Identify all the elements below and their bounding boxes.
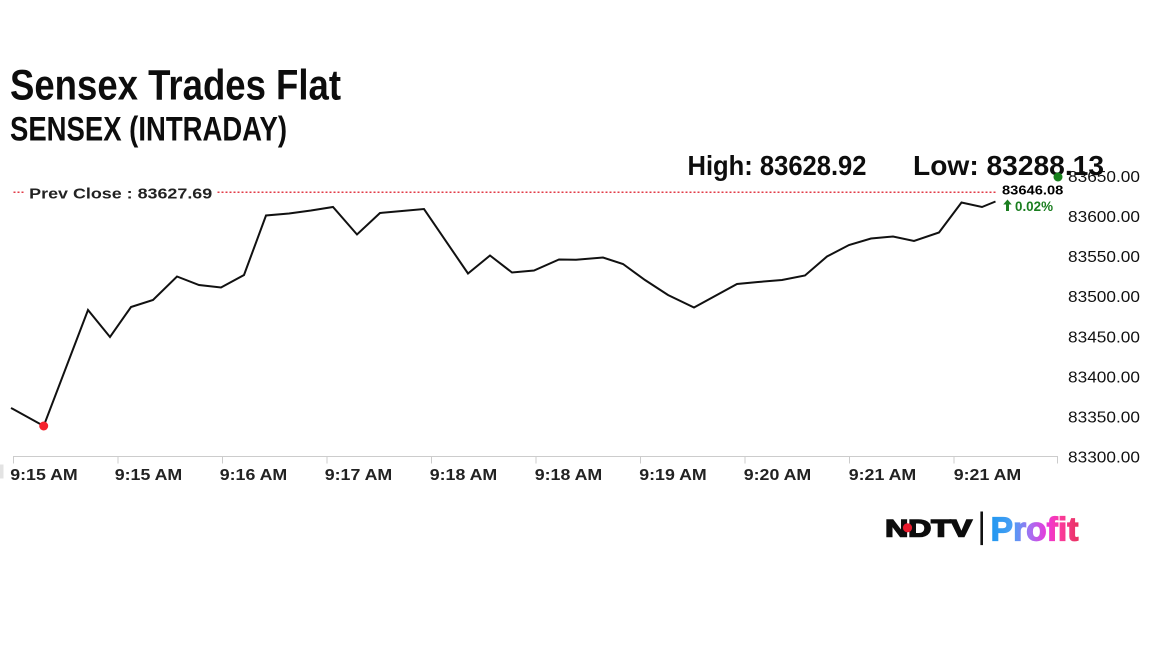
svg-text:9:15 AM: 9:15 AM [10,467,78,484]
svg-text:9:15 AM: 9:15 AM [115,467,183,484]
svg-text:0.02%: 0.02% [1015,199,1053,214]
svg-text:Profit: Profit [991,510,1079,547]
svg-text:NDTV: NDTV [885,516,973,543]
svg-text:Low: 83288.13: Low: 83288.13 [913,150,1104,181]
svg-text:83350.00: 83350.00 [1068,410,1140,427]
svg-text:9:18 AM: 9:18 AM [430,467,498,484]
svg-text:83650.00: 83650.00 [1068,169,1140,186]
svg-text:9:17 AM: 9:17 AM [325,467,393,484]
svg-text:83400.00: 83400.00 [1068,369,1140,386]
svg-text:9:21 AM: 9:21 AM [849,467,917,484]
svg-text:83646.08: 83646.08 [1002,183,1063,198]
svg-text:9:20 AM: 9:20 AM [744,467,812,484]
svg-text:9:21 AM: 9:21 AM [954,467,1022,484]
svg-text:High: 83628.92: High: 83628.92 [688,150,867,181]
svg-text:SENSEX (INTRADAY): SENSEX (INTRADAY) [10,111,287,149]
svg-text:83550.00: 83550.00 [1068,249,1140,266]
svg-text:Sensex Trades Flat: Sensex Trades Flat [10,62,341,110]
svg-text:83500.00: 83500.00 [1068,289,1140,306]
svg-text:83450.00: 83450.00 [1068,329,1140,346]
svg-text:Prev Close : 83627.69: Prev Close : 83627.69 [29,186,212,203]
svg-text:9:16 AM: 9:16 AM [220,467,288,484]
svg-text:9:18 AM: 9:18 AM [535,467,603,484]
svg-text:83600.00: 83600.00 [1068,209,1140,226]
svg-text:9:19 AM: 9:19 AM [639,467,707,484]
svg-text:83300.00: 83300.00 [1068,450,1140,467]
